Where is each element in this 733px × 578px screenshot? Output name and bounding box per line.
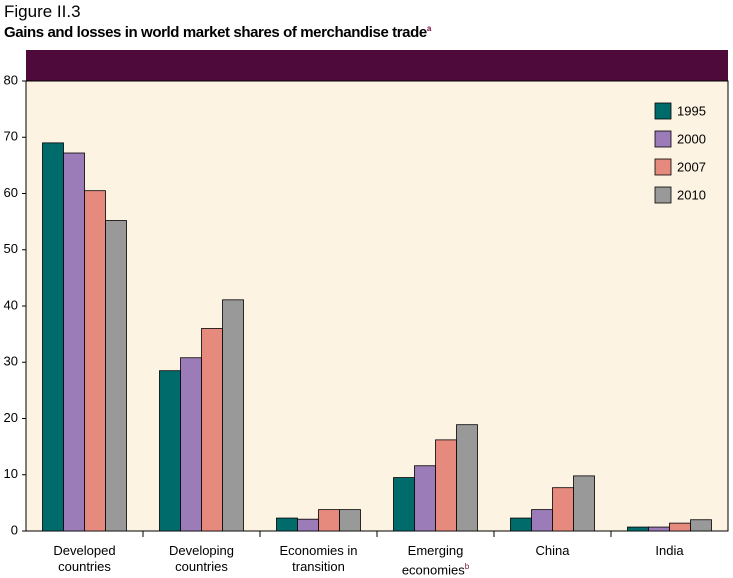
bar <box>105 220 127 532</box>
legend-label: 2000 <box>677 131 706 146</box>
category-superscript: b <box>464 562 470 571</box>
bar <box>669 522 691 532</box>
bar <box>414 465 436 532</box>
legend-swatch <box>654 130 672 148</box>
bar <box>648 526 670 532</box>
chart-title: Gains and losses in world market shares … <box>4 24 427 41</box>
y-tick-label: 50 <box>4 241 18 256</box>
legend-swatch <box>654 158 672 176</box>
bar <box>201 328 223 532</box>
bar <box>84 190 106 532</box>
x-tick-label: India <box>655 543 684 558</box>
x-tick-label: Emerging economies <box>401 543 465 578</box>
bar <box>627 526 649 532</box>
bar <box>690 519 712 532</box>
y-tick-label: 20 <box>4 410 18 425</box>
plot-area <box>25 80 729 532</box>
bar <box>435 439 457 532</box>
x-tick-label: Developed countries <box>53 543 116 574</box>
figure-label: Figure II.3 <box>4 2 81 21</box>
legend-label: 1995 <box>677 103 706 118</box>
x-tick-label: Economies in transition <box>279 543 358 574</box>
y-tick-label: 80 <box>4 72 18 87</box>
y-tick-label: 30 <box>4 354 18 369</box>
chart-title-block: Gains and losses in world market shares … <box>4 24 431 41</box>
legend-label: 2007 <box>677 159 706 174</box>
bar <box>297 518 319 532</box>
legend-swatch <box>654 186 672 204</box>
y-tick-label: 40 <box>4 297 18 312</box>
legend-label: 2010 <box>677 187 706 202</box>
x-tick-label-block: Emerging economiesb <box>386 543 486 578</box>
x-tick-label-block: Economies in transition <box>269 543 369 575</box>
bar <box>393 477 415 532</box>
title-superscript: a <box>426 24 431 33</box>
x-tick-label-block: Developing countries <box>152 543 252 575</box>
bar <box>318 509 340 532</box>
x-tick-label-block: China <box>503 543 603 559</box>
x-tick-label-block: Developed countries <box>35 543 135 575</box>
bar <box>159 370 181 532</box>
bar <box>276 517 298 532</box>
legend-swatch <box>654 102 672 120</box>
bar <box>510 517 532 532</box>
x-tick-label-block: India <box>620 543 720 559</box>
x-tick-label: China <box>535 543 570 558</box>
y-tick-label: 60 <box>4 185 18 200</box>
bar <box>222 299 244 532</box>
y-tick-label: 70 <box>4 129 18 144</box>
y-tick-label: 0 <box>11 522 18 537</box>
y-tick-label: 10 <box>4 466 18 481</box>
bar <box>531 509 553 532</box>
header-band <box>26 50 728 81</box>
x-tick-label: Developing countries <box>168 543 235 574</box>
bar <box>42 142 64 532</box>
bar <box>180 357 202 532</box>
bar <box>573 475 595 532</box>
bar <box>552 487 574 532</box>
bar <box>456 424 478 532</box>
bar <box>339 509 361 532</box>
bar <box>63 152 85 532</box>
